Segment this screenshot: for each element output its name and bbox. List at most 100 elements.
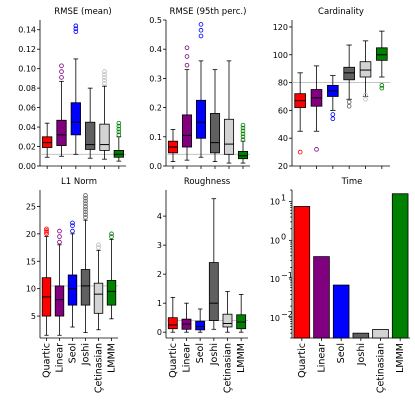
outlier-point [83, 212, 88, 217]
x-tick-label-linear: Linear [317, 343, 328, 373]
x-tick-label-joshi: Joshi [81, 343, 92, 366]
box-iqr [223, 118, 235, 155]
outlier-point [83, 198, 88, 204]
outlier-point [83, 204, 88, 209]
y-tick-label: 1 [157, 299, 162, 308]
box-quartic [41, 226, 52, 336]
y-tick-label: 2 [157, 270, 162, 279]
y-tick-label: 0.02 [18, 143, 36, 152]
outlier-point [96, 245, 101, 250]
box-seol [70, 23, 81, 155]
box-cetinasian [222, 291, 233, 333]
box-quartic [167, 296, 178, 333]
box-iqr [343, 66, 355, 81]
x-tick-label-linear: Linear [182, 343, 193, 373]
outlier-point [96, 242, 101, 248]
y-tick-label: 15 [26, 257, 36, 266]
y-tick-label-exponent: −1 [281, 271, 293, 280]
x-tick-label-joshi: Joshi [209, 343, 220, 366]
y-tick-label: 120 [273, 23, 288, 32]
box-iqr [222, 313, 233, 328]
y-tick-label: 0.06 [18, 104, 36, 113]
outlier-point [240, 137, 246, 143]
y-tick-label: 60 [278, 106, 288, 115]
outlier-point [346, 99, 352, 105]
box-joshi [343, 44, 355, 109]
y-tick-label: 20 [278, 162, 288, 171]
outlier-point [184, 45, 190, 51]
box-lmmm [113, 120, 124, 162]
box-iqr [54, 285, 65, 317]
outlier-point [44, 228, 49, 233]
outlier-point [379, 83, 385, 88]
box-iqr [195, 320, 206, 331]
outlier-point [346, 103, 352, 109]
outlier-point [116, 126, 122, 132]
y-tick-label-exponent: −2 [281, 310, 293, 319]
box-iqr [93, 282, 104, 314]
outlier-point [102, 80, 107, 86]
outlier-point [70, 220, 75, 226]
outlier-point [83, 206, 88, 212]
outlier-point [73, 26, 79, 32]
box-iqr [70, 102, 81, 136]
outlier-point [363, 96, 368, 102]
bar-lmmm [391, 193, 409, 339]
outlier-point [240, 134, 246, 140]
box-joshi [85, 87, 96, 159]
y-tick-label: 0.3 [149, 74, 162, 83]
box-iqr [237, 150, 249, 160]
y-tick-label-exponent: 0 [281, 232, 286, 241]
outlier-point [116, 129, 122, 135]
outlier-point [240, 125, 246, 131]
box-lmmm [376, 30, 388, 91]
bar-linear [313, 256, 330, 339]
outlier-point [57, 239, 62, 245]
outlier-point [70, 228, 75, 234]
x-tick-label-joshi: Joshi [356, 343, 367, 366]
y-tick-label-exponent: 1 [281, 194, 286, 203]
outlier-point [116, 120, 122, 126]
outlier-point [83, 193, 88, 198]
outlier-point [57, 228, 62, 234]
y-tick-label: 0.04 [18, 123, 36, 132]
outlier-point [83, 201, 88, 207]
y-tick-label: 10 [270, 236, 280, 245]
y-tick-label: 0.12 [18, 45, 36, 54]
bar-seol [332, 284, 350, 339]
outlier-point [116, 123, 122, 129]
box-iqr [167, 317, 178, 330]
box-seol [327, 75, 339, 122]
outlier-point [363, 92, 368, 98]
panel-rmse-95th: RMSE (95th perc.) 0.0 0.1 0.2 0.3 0.4 0.5 [149, 7, 250, 171]
box-quartic [42, 122, 53, 158]
y-tick-label: 0 [157, 328, 162, 337]
y-tick-label: 10 [270, 314, 280, 323]
panel-title-time: Time [341, 177, 363, 187]
outlier-point [59, 75, 64, 80]
y-tick-label: 3 [157, 241, 162, 250]
panel-title-roughness: Roughness [184, 177, 231, 187]
box-lmmm [106, 231, 117, 320]
outlier-point [44, 229, 49, 235]
outlier-point [83, 215, 88, 220]
x-tick-label-quartic: Quartic [42, 343, 53, 378]
y-tick-label: 10 [270, 275, 280, 284]
outlier-point [102, 78, 107, 83]
box-linear [310, 65, 323, 152]
outlier-point [59, 69, 64, 74]
box-linear [56, 63, 67, 157]
outlier-point [73, 23, 79, 29]
outlier-point [109, 231, 114, 237]
outlier-point [102, 69, 107, 74]
box-iqr [376, 47, 388, 61]
outlier-point [240, 128, 246, 134]
panel-l1-norm: L1 Norm 5 10 15 20 25 Quartic Linear Seol Joshi Ç… [26, 177, 118, 393]
outlier-point [83, 209, 88, 215]
panel-cardinality: Cardinality 20 40 60 80 100 120 [273, 7, 390, 171]
x-tick-label-seol: Seol [336, 343, 347, 363]
panel-rmse-mean: RMSE (mean) 0.00 0.02 0.04 0.06 0.08 0.10 0.12… [18, 7, 126, 171]
box-linear [181, 302, 192, 333]
